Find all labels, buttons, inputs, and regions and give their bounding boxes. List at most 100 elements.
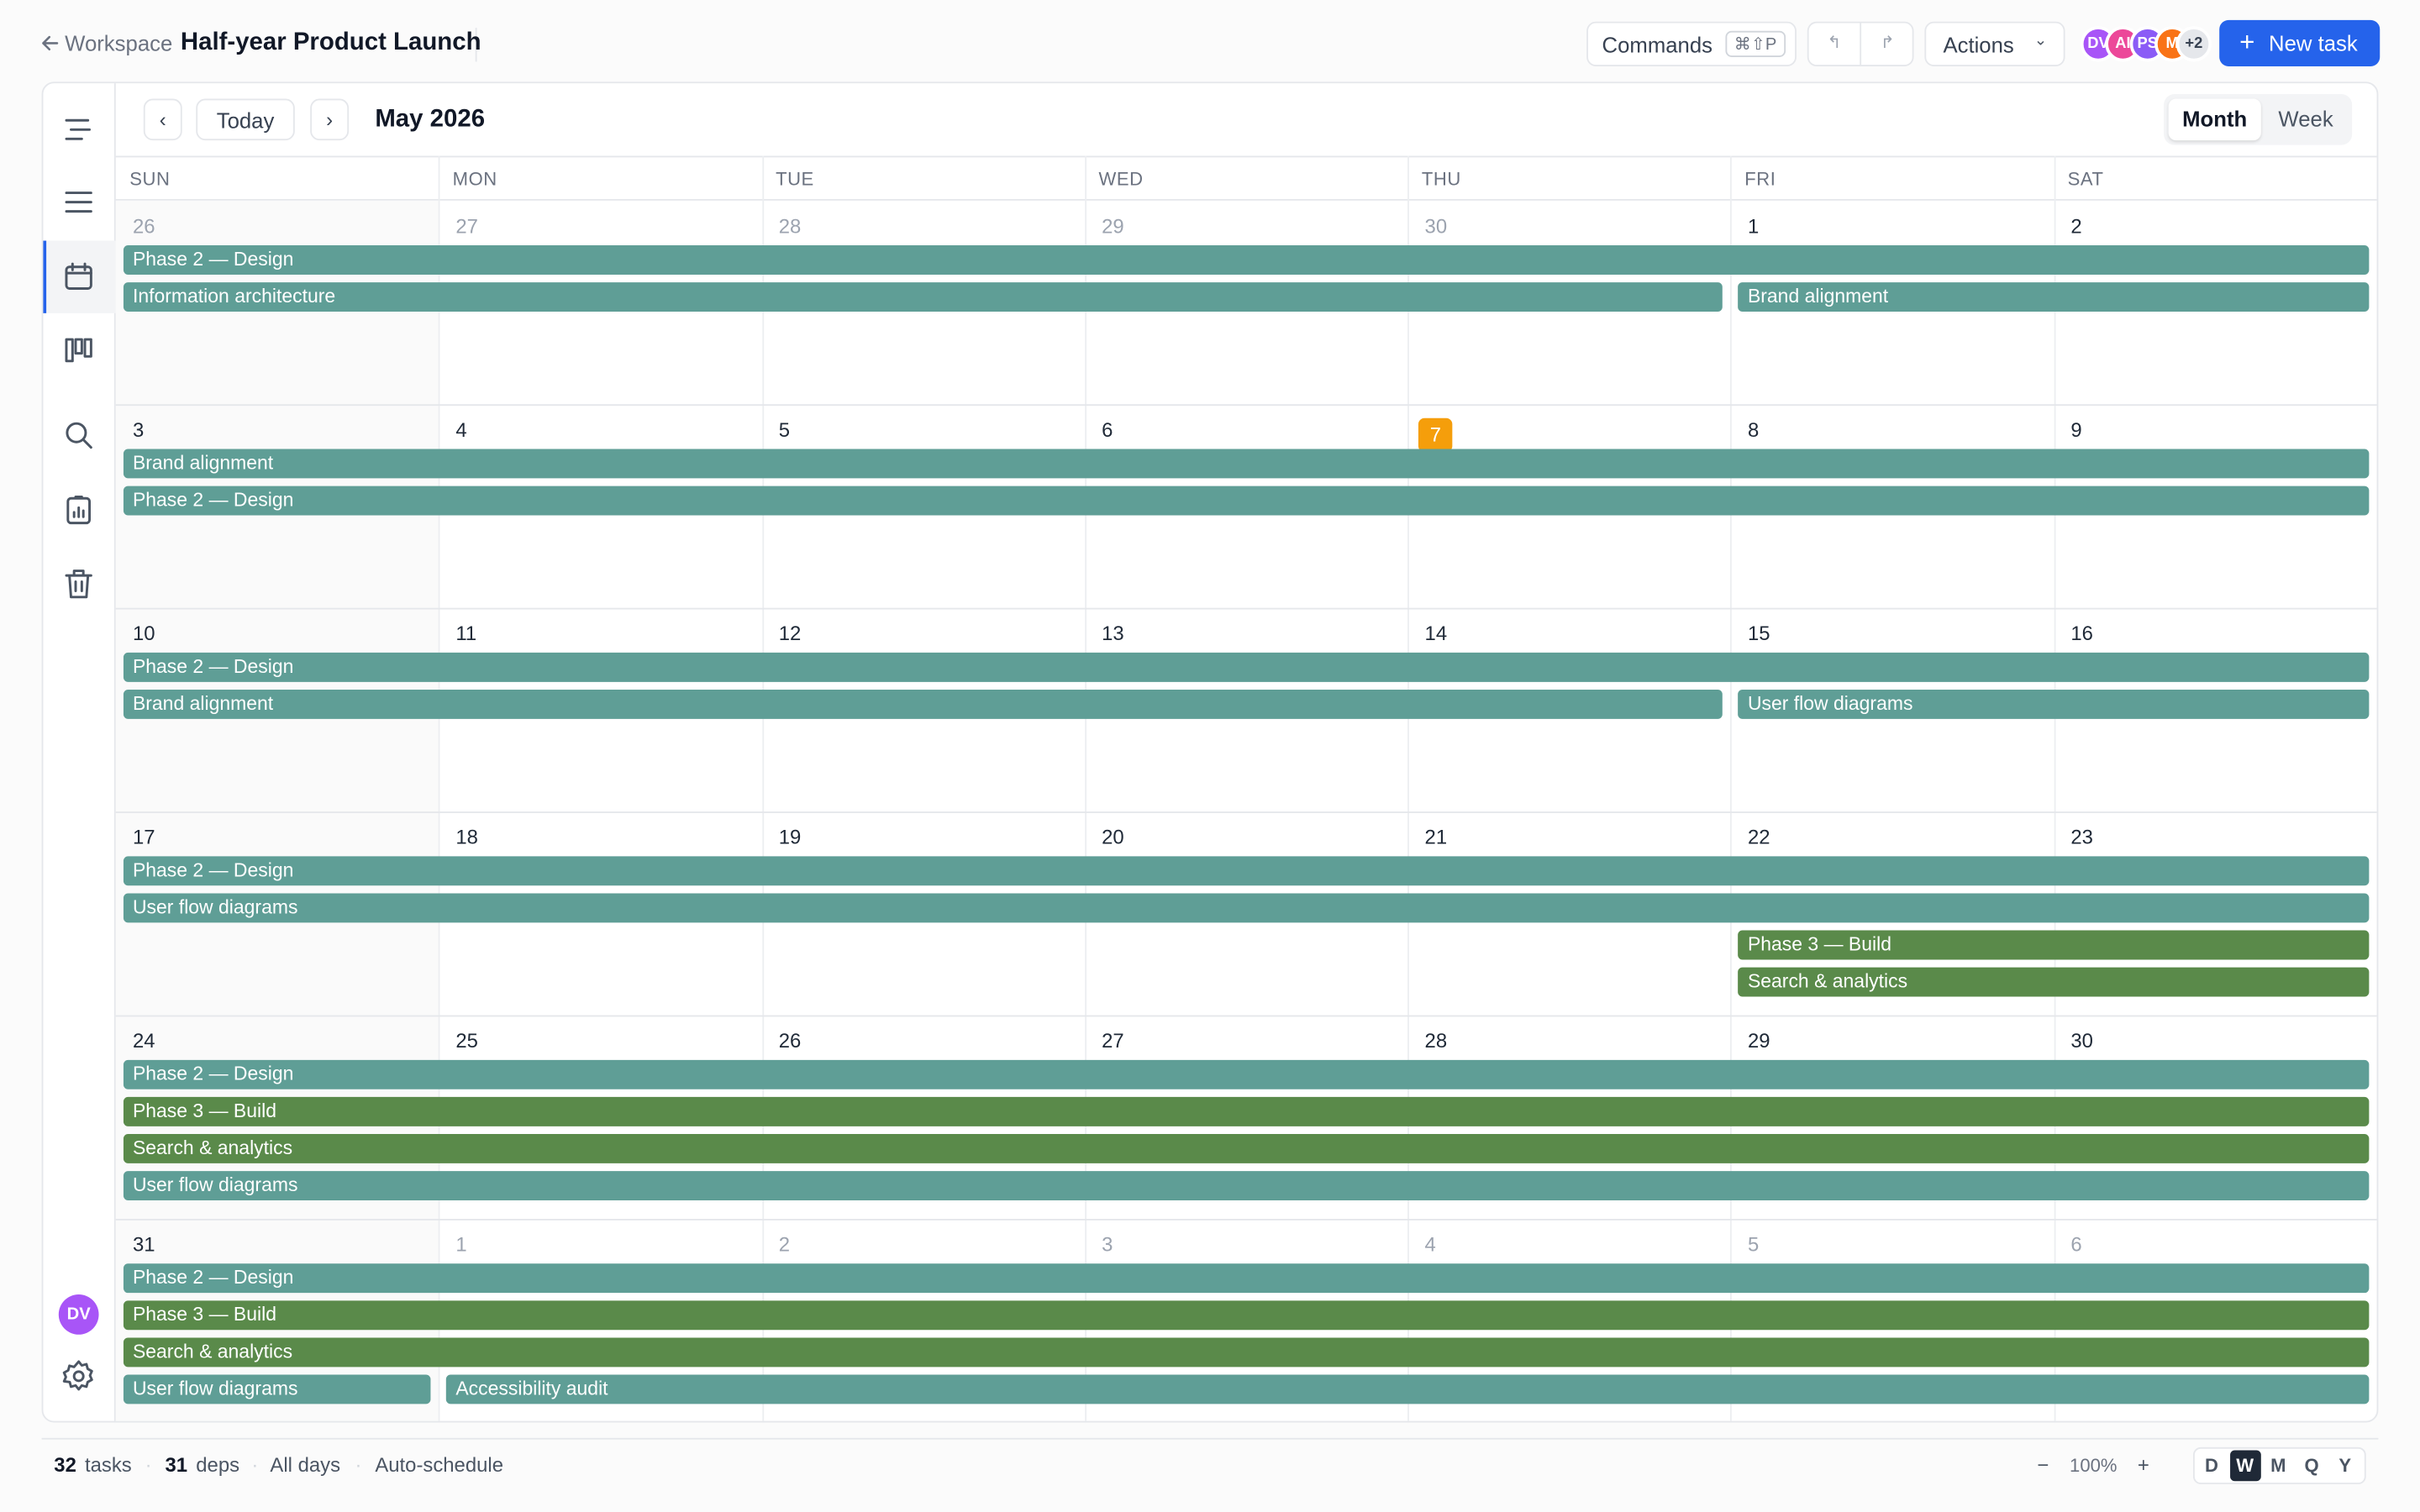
view-option[interactable]: Month [2168,98,2261,141]
event-bar[interactable]: Phase 3 — Build [123,1300,2370,1331]
redo-button[interactable]: ↱ [1880,34,1895,53]
event-bar[interactable]: Search & analytics [123,1133,2370,1163]
today-badge[interactable]: 7 [1418,417,1453,453]
event-bar[interactable]: User flow diagrams [123,893,2370,923]
scale-option[interactable]: M [2270,1455,2286,1477]
day-number[interactable]: 27 [1102,1029,1124,1053]
day-number[interactable]: 25 [455,1029,478,1053]
icon-board[interactable] [63,335,94,366]
prev-button[interactable]: ‹ [143,98,182,141]
day-number[interactable]: 28 [778,214,802,238]
event-bar[interactable]: User flow diagrams [123,1374,431,1404]
day-number[interactable]: 16 [2070,622,2093,645]
icon-settings[interactable] [61,1359,95,1393]
view-option[interactable]: Week [2278,106,2333,132]
day-number[interactable]: 26 [132,214,155,238]
day-number[interactable]: 11 [455,622,477,645]
day-number[interactable]: 30 [2070,1029,2093,1053]
scale-option[interactable]: Y [2338,1455,2352,1477]
user-avatar[interactable]: DV [58,1294,99,1335]
day-number[interactable]: 6 [1102,417,1113,442]
event-bar[interactable]: Phase 2 — Design [123,1059,2370,1089]
event-bar[interactable]: Phase 2 — Design [123,486,2370,516]
day-number[interactable]: 29 [1747,1029,1770,1053]
icon-calendar[interactable] [63,260,94,291]
task-count: 32 [54,1453,76,1477]
day-number[interactable]: 18 [455,825,478,849]
day-number[interactable]: 2 [778,1232,791,1257]
weekday-label: MON [452,168,497,190]
week-line [115,1015,2377,1017]
day-number[interactable]: 4 [455,417,467,442]
column-line [2054,155,2055,1421]
day-number[interactable]: 13 [1102,622,1124,645]
day-number[interactable]: 9 [2070,417,2082,442]
event-bar[interactable]: Phase 2 — Design [123,856,2370,886]
event-bar[interactable]: User flow diagrams [123,1171,2370,1200]
undo-button[interactable]: ↰ [1809,23,1862,66]
day-number[interactable]: 6 [2070,1232,2082,1257]
day-number[interactable]: 1 [1747,214,1760,238]
back-link[interactable]: Workspace [65,30,173,56]
icon-search[interactable] [63,420,94,451]
day-number[interactable]: 3 [1102,1232,1113,1257]
day-number[interactable]: 21 [1424,825,1448,849]
event-bar[interactable]: Phase 2 — Design [123,1263,2370,1294]
today-button[interactable]: Today [196,98,295,141]
day-number[interactable]: 31 [132,1232,155,1257]
event-bar[interactable]: User flow diagrams [1738,690,2370,719]
day-number[interactable]: 8 [1747,417,1760,442]
event-bar[interactable]: Information architecture [123,282,1723,312]
event-bar[interactable]: Phase 3 — Build [1738,930,2370,960]
scale-option[interactable]: Q [2304,1455,2319,1477]
day-number[interactable]: 24 [132,1029,155,1053]
avatar-more[interactable]: +2 [2175,26,2212,62]
event-bar[interactable]: Phase 2 — Design [123,245,2370,275]
day-number[interactable]: 10 [132,622,155,645]
next-button[interactable]: › [310,98,350,141]
day-number[interactable]: 5 [1747,1232,1760,1257]
day-number[interactable]: 3 [132,417,145,442]
zoom-in[interactable]: + [2137,1453,2149,1477]
day-number[interactable]: 19 [778,825,802,849]
day-number[interactable]: 23 [2070,825,2093,849]
day-number[interactable]: 20 [1102,825,1124,849]
commands-button[interactable]: Commands ⌘⇧P [1586,21,1797,66]
event-bar[interactable]: Accessibility audit [446,1374,2370,1404]
event-bar[interactable]: Search & analytics [1738,967,2370,997]
scale-option[interactable]: W [2229,1450,2261,1482]
range-filter[interactable]: All days [270,1453,341,1477]
day-number[interactable]: 2 [2070,214,2082,238]
day-number[interactable]: 29 [1102,214,1124,238]
icon-back[interactable] [39,33,60,55]
event-bar[interactable]: Brand alignment [123,690,1723,719]
day-number[interactable]: 12 [778,622,802,645]
event-bar[interactable]: Brand alignment [1738,282,2370,312]
event-bar[interactable]: Phase 3 — Build [123,1096,2370,1126]
auto-schedule[interactable]: Auto-schedule [375,1453,504,1477]
sunday-column [115,200,439,1421]
day-number[interactable]: 28 [1424,1029,1448,1053]
day-number[interactable]: 14 [1424,622,1448,645]
icon-trash[interactable] [63,568,94,599]
icon-list[interactable] [63,186,94,218]
icon-outline[interactable] [63,114,94,145]
day-number[interactable]: 4 [1424,1232,1436,1257]
new-task-button[interactable]: + New task [2219,19,2381,66]
actions-button[interactable]: Actions ⌄ [1924,21,2065,66]
icon-report[interactable] [63,494,94,525]
scale-option[interactable]: D [2205,1455,2218,1477]
day-number[interactable]: 5 [778,417,791,442]
day-number[interactable]: 22 [1747,825,1770,849]
day-number[interactable]: 27 [455,214,478,238]
day-number[interactable]: 1 [455,1232,467,1257]
event-bar[interactable]: Phase 2 — Design [123,652,2370,682]
day-number[interactable]: 15 [1747,622,1770,645]
event-bar[interactable]: Brand alignment [123,449,2370,479]
zoom-out[interactable]: − [2037,1453,2049,1477]
event-bar[interactable]: Search & analytics [123,1337,2370,1368]
day-number[interactable]: 17 [132,825,155,849]
day-number[interactable]: 26 [778,1029,802,1053]
day-number[interactable]: 30 [1424,214,1448,238]
